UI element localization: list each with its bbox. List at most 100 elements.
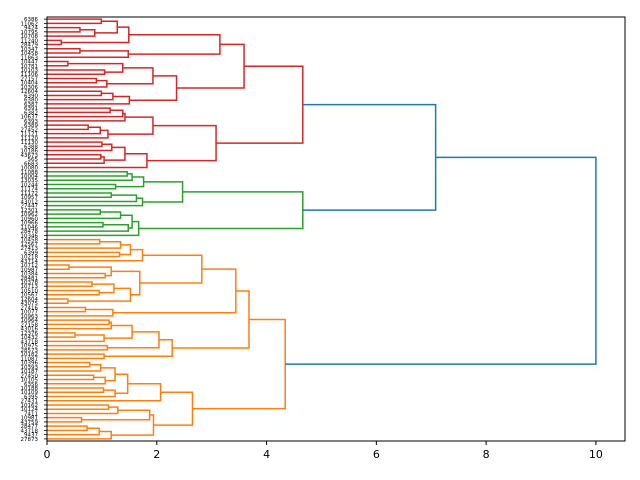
dendrogram-link-51: [47, 238, 101, 245]
dendrogram-link-95: [111, 414, 155, 436]
leaf-labels: 6386110629424107951070811240284791034710…: [21, 17, 47, 443]
leaf-label: 10080: [21, 166, 39, 172]
leaf-label: 28478: [21, 229, 39, 235]
dendrogram-link-20: [47, 107, 111, 114]
leaf-label: 10987: [21, 267, 39, 273]
dendrogram-link-78: [172, 290, 250, 349]
leaf-label: 27873: [21, 437, 39, 443]
x-tick-label: 6: [373, 448, 380, 461]
leaf-label: 43075: [21, 301, 39, 307]
leaf-label: 43673: [21, 153, 39, 159]
leaf-label: 27447: [21, 204, 39, 210]
leaf-label: 9437: [24, 433, 38, 439]
leaf-label: 10963: [21, 314, 39, 320]
dendrogram-link-70: [47, 321, 112, 330]
leaf-label: 565: [28, 157, 39, 163]
dendrogram-link-19: [176, 43, 245, 89]
leaf-label: 11088: [21, 170, 39, 176]
leaf-label: 28573: [21, 348, 39, 354]
leaf-label: 12567: [21, 242, 39, 248]
dendrogram-link-27: [47, 141, 103, 148]
leaf-label: 11240: [21, 38, 39, 44]
dendrogram-link-60: [47, 289, 100, 296]
dendrogram-link-55: [47, 248, 144, 262]
leaf-label: 10393: [21, 365, 39, 371]
leaf-label: 12376: [21, 331, 39, 337]
leaf-label: 10347: [21, 47, 39, 53]
dendrogram-link-98: [285, 156, 597, 365]
leaf-label: 43016: [21, 327, 39, 333]
leaf-label: 27416: [21, 305, 39, 311]
leaf-label: 10109: [21, 390, 39, 396]
dendrogram-link-42: [142, 181, 184, 203]
leaf-label: 43718: [21, 428, 39, 434]
leaf-label: 10378: [21, 280, 39, 286]
dendrogram-link-52: [47, 240, 122, 249]
leaf-label: 11172: [21, 191, 39, 197]
leaf-label: 10458: [21, 238, 39, 244]
dendrogram-link-38: [115, 176, 145, 188]
leaf-label: 10105: [21, 378, 39, 384]
leaf-label: 6395: [24, 394, 38, 400]
dendrogram-link-69: [47, 319, 110, 326]
dendrogram-link-14: [106, 67, 154, 85]
dendrogram-link-76: [47, 353, 105, 360]
dendrogram-link-36: [47, 173, 133, 181]
leaf-label: 27158: [21, 322, 39, 328]
leaf-label: 28479: [21, 43, 39, 49]
leaf-label: 28477: [21, 424, 39, 430]
dendrogram-link-94: [47, 430, 112, 440]
leaf-label: 10957: [21, 195, 39, 201]
dendrogram-link-49: [138, 191, 304, 230]
dendrogram-link-61: [92, 283, 115, 294]
dendrogram-link-72: [47, 334, 105, 343]
dendrogram-link-47: [120, 214, 133, 229]
dendrogram-link-71: [47, 332, 76, 338]
dendrogram-link-53: [47, 251, 121, 258]
dendrogram-link-82: [47, 376, 106, 385]
dendrogram-link-75: [107, 331, 160, 349]
dendrogram-link-50: [302, 103, 437, 211]
dendrogram-link-33: [146, 124, 217, 162]
dendrogram-link-62: [47, 298, 69, 304]
leaf-label: 6389: [24, 123, 38, 129]
dendrogram-link-2: [47, 28, 96, 37]
leaf-label: 10567: [21, 293, 39, 299]
leaf-label: 10404: [21, 81, 39, 87]
leaf-label: 10218: [21, 255, 39, 261]
leaf-label: 10458: [21, 51, 39, 57]
leaf-label: 6387: [24, 102, 38, 108]
leaf-label: 10981: [21, 416, 39, 422]
dendrogram-link-90: [47, 416, 83, 423]
dendrogram-link-31: [104, 146, 126, 161]
dendrogram-link-12: [47, 77, 98, 84]
leaf-label: 10964: [21, 318, 39, 324]
dendrogram-link-58: [68, 266, 112, 277]
leaf-label: 43759: [21, 420, 39, 426]
leaf-label: 7411: [24, 411, 38, 417]
dendrogram-link-16: [47, 92, 114, 101]
leaf-label: 10975: [21, 344, 39, 350]
leaf-label: 12604: [21, 297, 39, 303]
leaf-label: 11106: [21, 72, 39, 78]
leaf-label: 6399: [24, 250, 38, 256]
dendrogram-link-56: [47, 264, 70, 271]
dendrogram-link-34: [216, 65, 304, 144]
dendrogram-link-10: [47, 69, 106, 75]
plot-frame: [46, 16, 626, 442]
leaf-label: 27431: [21, 399, 39, 405]
dendrogram-link-66: [47, 306, 87, 313]
dendrogram-link-57: [47, 272, 106, 279]
dendrogram-link-5: [61, 26, 130, 44]
leaf-label: 11121: [21, 132, 39, 138]
x-tick-label: 10: [589, 448, 603, 461]
dendrogram-link-46: [47, 224, 129, 232]
dendrogram-link-6: [47, 48, 81, 54]
dendrogram-link-30: [47, 156, 105, 165]
dendrogram-link-24: [47, 126, 101, 135]
leaf-label: 6388: [24, 144, 38, 150]
leaf-label: 11863: [21, 55, 39, 61]
leaf-label: 28481: [21, 276, 39, 282]
dendrogram-link-84: [47, 387, 105, 393]
